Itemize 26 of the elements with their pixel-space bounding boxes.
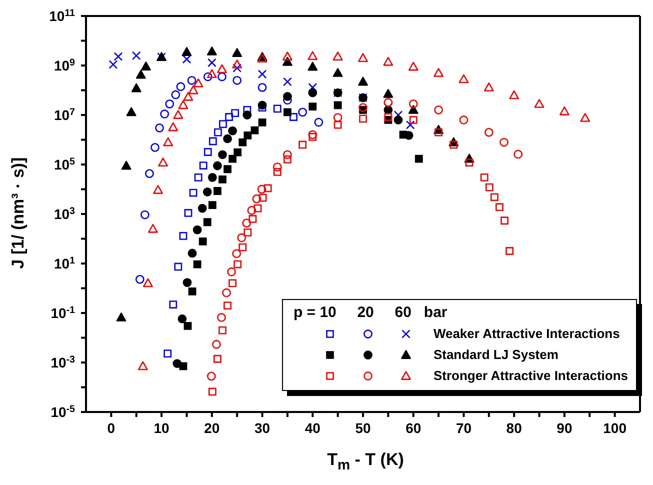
x-tick-label: 20 [204,420,220,436]
y-tick-label: 10$^{-5}$ [50,404,76,420]
y-tick-label: 10$^{9}$ [54,57,76,74]
legend-label: Stronger Attractive Interactions [433,368,628,383]
x-tick-label: 0 [107,420,116,436]
y-tick-label: 10$^{-1}$ [50,304,76,321]
x-tick-label: 10 [154,420,170,436]
legend-title: p = 10 20 60 bar [293,304,448,321]
legend-label: Standard LJ System [433,347,558,362]
x-tick-label: 30 [254,420,270,436]
x-axis-title: T$_{m}$ - T (K) [327,450,404,473]
y-tick-label: 10$^{7}$ [54,106,76,123]
x-tick-label: 40 [304,420,321,436]
y-tick-label: 10$^{1}$ [54,255,76,272]
y-tick-label: 10$^{-3}$ [50,354,76,370]
y-tick-label: 10$^{3}$ [54,206,76,222]
y-axis-title: J [1/ (nm³ · s)] [9,156,28,268]
y-tick-label: 10$^{11}$ [49,8,76,24]
x-tick-label: 100 [603,420,627,436]
y-tick-label: 10$^{5}$ [54,156,76,172]
legend-label: Weaker Attractive Interactions [433,326,620,341]
x-tick-label: 60 [406,420,422,436]
x-tick-label: 70 [456,420,472,436]
x-tick-label: 80 [506,420,522,436]
x-tick-label: 90 [556,420,572,436]
x-tick-label: 50 [355,420,371,436]
